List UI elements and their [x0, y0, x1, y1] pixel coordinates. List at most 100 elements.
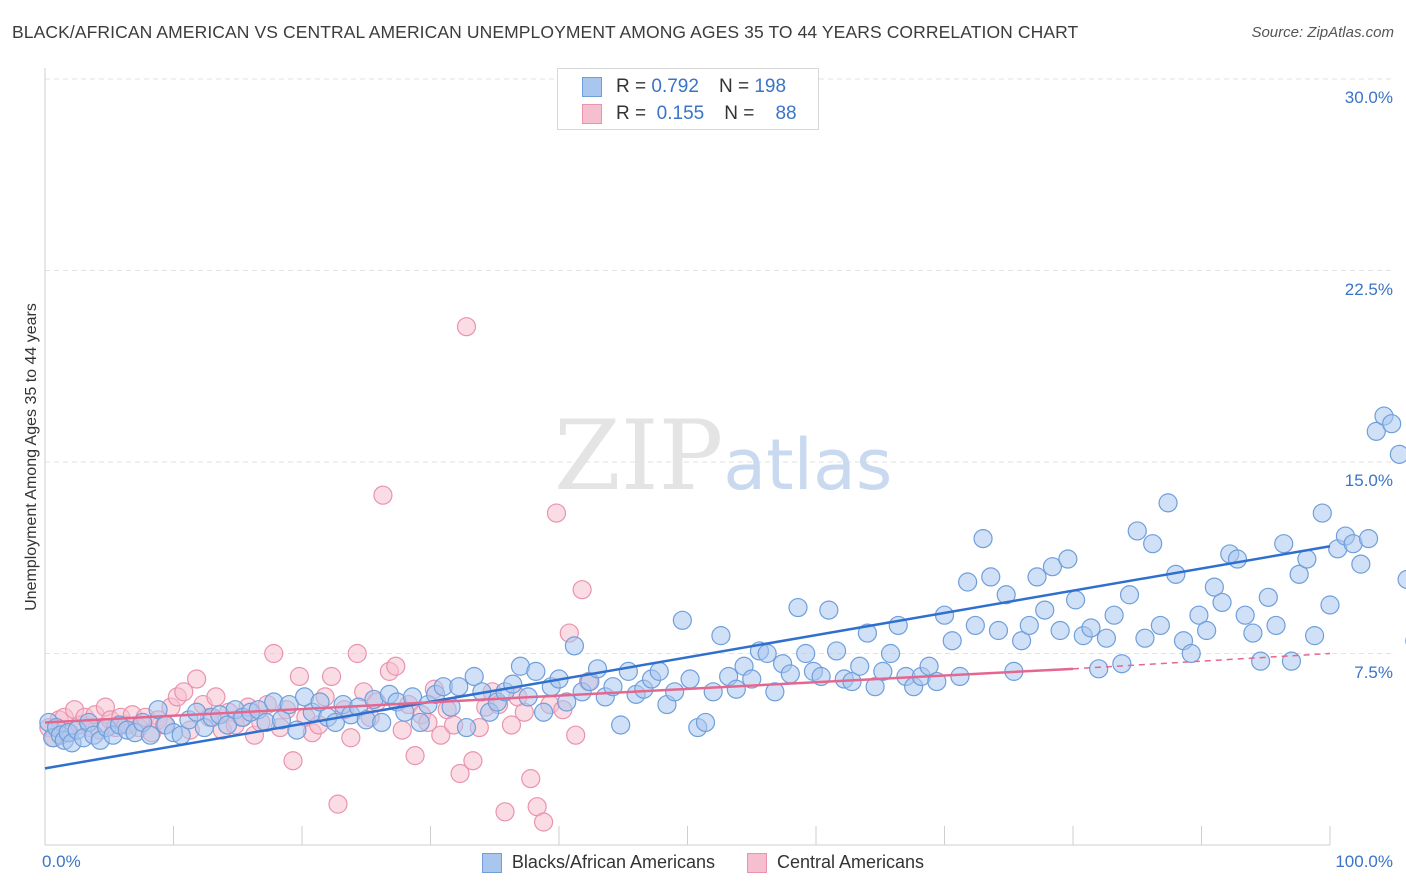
- blacks-african-americans-point: [819, 600, 839, 620]
- blacks-african-americans-point: [1397, 569, 1406, 589]
- blacks-african-americans-point: [1297, 549, 1317, 569]
- blacks-african-americans-point: [603, 677, 623, 697]
- blacks-african-americans-point: [796, 643, 816, 664]
- blacks-african-americans-point: [1197, 620, 1217, 641]
- blacks-african-americans-point: [410, 712, 430, 733]
- central-americans-point: [405, 746, 425, 766]
- legend-r-value: 0.792: [651, 76, 699, 97]
- blacks-african-americans-point: [217, 715, 238, 735]
- blacks-african-americans-point: [711, 626, 731, 646]
- blacks-african-americans-point: [1089, 659, 1109, 679]
- blacks-african-americans-point: [1358, 528, 1379, 549]
- x-tick-label-min: 0.0%: [42, 852, 81, 871]
- central-americans-point: [174, 682, 194, 702]
- blacks-african-americans-point: [372, 712, 392, 733]
- central-americans-point: [572, 580, 592, 600]
- central-americans-point: [328, 794, 348, 814]
- blacks-african-americans-point: [1112, 654, 1132, 674]
- central-americans-point: [283, 751, 303, 771]
- blacks-african-americans-point: [742, 669, 762, 689]
- blacks-african-americans-point: [857, 623, 878, 643]
- central-americans-point: [546, 503, 567, 523]
- legend-n-value: 88: [775, 103, 797, 124]
- blacks-african-americans-point: [865, 677, 885, 697]
- blacks-african-americans-point: [1065, 590, 1086, 610]
- blacks-african-americans-point: [826, 641, 847, 661]
- blacks-african-americans-point: [503, 674, 523, 694]
- blacks-african-americans-point: [973, 528, 993, 549]
- central-americans-trend-line: [44, 667, 1074, 724]
- blacks-trend-line: [44, 545, 1331, 770]
- blacks-african-americans-point: [988, 620, 1009, 641]
- legend-swatch-pink: [747, 852, 767, 873]
- blacks-african-americans-point: [140, 725, 160, 745]
- blacks-african-americans-point: [1258, 587, 1278, 607]
- blacks-african-americans-point: [533, 702, 554, 722]
- blacks-african-americans-point: [1312, 503, 1332, 523]
- legend-label: Blacks/African Americans: [511, 852, 715, 872]
- blacks-african-americans-point: [1251, 651, 1271, 671]
- blacks-african-americans-point: [1035, 600, 1055, 620]
- legend-item-blacks[interactable]: Blacks/African Americans: [481, 852, 715, 873]
- blacks-african-americans-point: [850, 656, 870, 676]
- legend-item-central-americans[interactable]: Central Americans: [747, 852, 924, 873]
- blacks-african-americans-point: [564, 636, 585, 656]
- blacks-african-americans-point: [1158, 493, 1178, 513]
- blacks-african-americans-point: [1274, 534, 1294, 554]
- central-americans-point: [566, 725, 586, 745]
- central-americans-trend-extension: [1072, 652, 1331, 670]
- central-americans-point: [264, 643, 284, 664]
- chart-title: BLACK/AFRICAN AMERICAN VS CENTRAL AMERIC…: [12, 22, 1079, 42]
- central-americans-point: [521, 769, 541, 789]
- source-label: Source: ZipAtlas.com: [1251, 24, 1394, 41]
- blacks-african-americans-point: [695, 712, 716, 733]
- central-americans-point: [373, 485, 393, 505]
- blacks-african-americans-point: [611, 715, 631, 735]
- central-americans-point: [431, 725, 451, 745]
- central-americans-point: [392, 720, 412, 740]
- central-americans-point: [341, 728, 361, 748]
- legend-n-label: N =: [724, 103, 755, 124]
- blacks-african-americans-point: [680, 669, 700, 689]
- legend-label: Central Americans: [777, 852, 925, 872]
- blacks-african-americans-point: [757, 643, 777, 664]
- blacks-african-americans-point: [1104, 605, 1124, 625]
- blacks-african-americans-point: [526, 661, 546, 681]
- watermark-atlas: atlas: [723, 424, 893, 506]
- blacks-african-americans-point: [1019, 615, 1039, 636]
- y-axis-label: Unemployment Among Ages 35 to 44 years: [23, 303, 40, 611]
- blacks-african-americans-point: [1389, 444, 1406, 464]
- grid-lines: [45, 78, 1392, 654]
- legend-swatch-blue: [582, 77, 602, 97]
- blacks-african-americans-point: [1204, 577, 1224, 597]
- blacks-african-americans-point: [1150, 615, 1170, 636]
- legend-swatch-blue: [481, 852, 502, 873]
- legend-n-value: 198: [754, 76, 787, 97]
- blacks-african-americans-point: [780, 664, 800, 684]
- blacks-african-americans-point: [788, 597, 808, 618]
- legend-r-value: 0.155: [656, 103, 705, 124]
- blacks-african-americans-point: [1235, 605, 1255, 625]
- blacks-african-americans-point: [672, 610, 692, 630]
- central-americans-point: [450, 763, 470, 784]
- correlation-legend: R = 0.792 N = 198 R = 0.155 N = 88: [557, 68, 819, 130]
- blacks-african-americans-point: [464, 666, 484, 687]
- blacks-african-americans-point: [1366, 421, 1386, 441]
- blacks-african-americans-point: [310, 692, 330, 712]
- blacks-african-americans-point: [1320, 595, 1340, 615]
- central-americans-point: [501, 715, 522, 735]
- y-tick-label: 7.5%: [1354, 662, 1393, 682]
- blacks-african-americans-point: [1050, 620, 1070, 641]
- blacks-african-americans-point: [1127, 521, 1147, 541]
- blacks-african-americans-point: [1189, 605, 1209, 625]
- blacks-african-americans-point: [880, 643, 901, 664]
- central-americans-point: [533, 812, 554, 832]
- watermark: ZIPatlas: [554, 400, 892, 512]
- central-americans-point: [206, 687, 226, 707]
- blacks-african-americans-point: [1243, 623, 1263, 643]
- watermark-zip: ZIP: [554, 400, 724, 512]
- blacks-african-americans-point: [665, 682, 685, 702]
- blacks-african-americans-point: [148, 700, 168, 720]
- blacks-african-americans-point: [456, 717, 477, 738]
